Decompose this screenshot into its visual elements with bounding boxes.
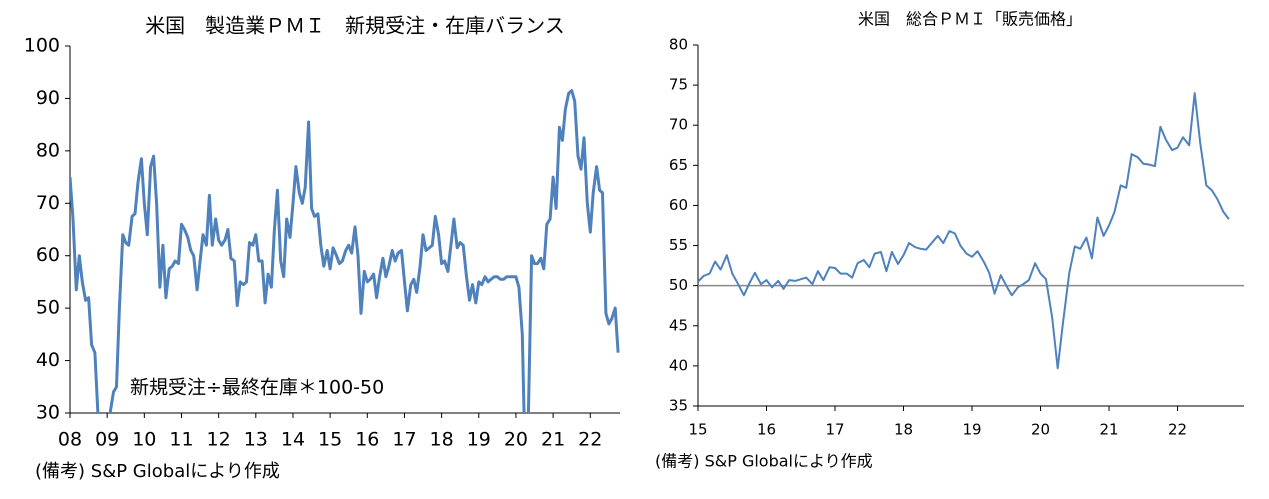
x-tick-label: 21 xyxy=(541,429,565,451)
x-tick-label: 13 xyxy=(244,429,268,451)
y-tick-label: 80 xyxy=(36,139,60,161)
x-tick-label: 19 xyxy=(467,429,491,451)
x-tick-label: 17 xyxy=(825,421,844,439)
data-line xyxy=(698,92,1230,370)
x-tick-label: 14 xyxy=(281,429,305,451)
y-tick-label: 40 xyxy=(36,349,60,371)
x-tick-label: 16 xyxy=(757,421,776,439)
x-tick-label: 16 xyxy=(355,429,379,451)
y-tick-label: 50 xyxy=(669,276,688,294)
chart-title: 米国 製造業ＰＭＩ 新規受注・在庫バランス xyxy=(145,14,565,38)
x-tick-label: 17 xyxy=(392,429,416,451)
y-tick-label: 70 xyxy=(36,192,60,214)
y-tick-label: 35 xyxy=(669,397,688,415)
y-tick-label: 40 xyxy=(669,356,688,374)
y-tick-label: 50 xyxy=(36,297,60,319)
footnote: (備考) S&P Globalにより作成 xyxy=(655,452,873,471)
footnote: (備考) S&P Globalにより作成 xyxy=(35,461,280,482)
annotation: 新規受注÷最終在庫＊100-50 xyxy=(130,377,384,399)
y-tick-label: 60 xyxy=(36,244,60,266)
y-tick-label: 90 xyxy=(36,87,60,109)
x-tick-label: 19 xyxy=(962,421,981,439)
y-tick-label: 75 xyxy=(669,76,688,94)
x-tick-label: 18 xyxy=(894,421,913,439)
chart-title: 米国 総合ＰＭＩ「販売価格」 xyxy=(858,10,1082,29)
x-tick-label: 09 xyxy=(95,429,119,451)
y-tick-label: 60 xyxy=(669,196,688,214)
x-tick-label: 11 xyxy=(169,429,193,451)
x-tick-label: 12 xyxy=(207,429,231,451)
x-tick-label: 10 xyxy=(132,429,156,451)
x-tick-label: 08 xyxy=(58,429,82,451)
x-tick-label: 21 xyxy=(1099,421,1118,439)
y-tick-label: 70 xyxy=(669,116,688,134)
data-line xyxy=(70,89,620,413)
x-tick-label: 22 xyxy=(578,429,602,451)
x-tick-label: 22 xyxy=(1168,421,1187,439)
x-tick-label: 20 xyxy=(504,429,528,451)
x-tick-label: 15 xyxy=(318,429,342,451)
y-tick-label: 45 xyxy=(669,316,688,334)
y-tick-label: 80 xyxy=(669,36,688,54)
x-tick-label: 18 xyxy=(430,429,454,451)
y-tick-label: 55 xyxy=(669,236,688,254)
y-tick-label: 65 xyxy=(669,156,688,174)
y-tick-label: 30 xyxy=(36,402,60,424)
x-tick-label: 20 xyxy=(1031,421,1050,439)
x-tick-label: 15 xyxy=(688,421,707,439)
y-tick-label: 100 xyxy=(24,35,60,57)
